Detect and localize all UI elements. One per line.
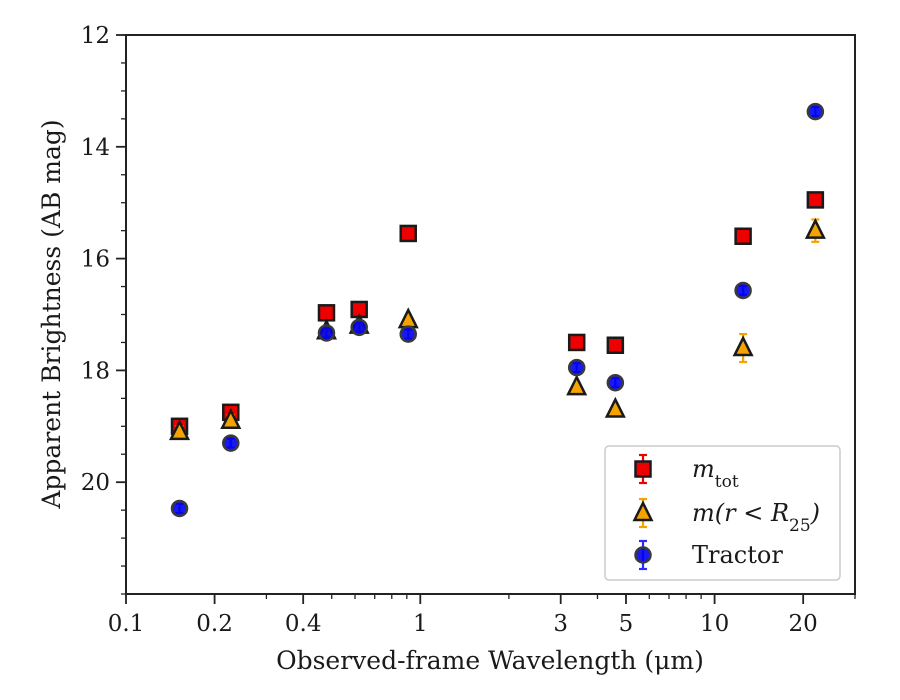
tractor-point (399, 325, 417, 343)
y-tick-label: 16 (81, 247, 110, 273)
y-axis-label: Apparent Brightness (AB mag) (37, 119, 66, 509)
series-tractor (170, 102, 825, 518)
x-tick-label: 3 (553, 611, 568, 637)
tractor-point (350, 318, 368, 337)
series-mtot (170, 191, 825, 436)
m-r25-point (804, 217, 826, 239)
legend-m-r25-marker (632, 500, 654, 522)
legend-label-m-r25: m(r < R25) (692, 499, 820, 536)
y-tick-label: 20 (81, 470, 110, 496)
x-tick-label: 20 (789, 611, 818, 637)
mtot-point (317, 304, 336, 322)
y-tick-label: 18 (81, 358, 110, 384)
data-markers (168, 102, 826, 518)
mtot-point (734, 227, 752, 245)
tractor-point (806, 102, 825, 121)
legend-tractor-marker (634, 546, 652, 564)
m-r25-point (220, 407, 242, 429)
tractor-point (317, 324, 336, 342)
x-tick-label: 0.4 (285, 611, 322, 637)
tractor-point (170, 499, 189, 518)
series-m-r25 (168, 217, 826, 441)
x-tick-label: 1 (413, 611, 428, 637)
tractor-point (734, 281, 752, 300)
mtot-point (567, 333, 586, 352)
x-tick-label: 5 (619, 611, 634, 637)
legend-mtot-marker (634, 460, 652, 478)
legend: mtot m(r < R25) Tractor (604, 445, 841, 581)
x-axis-label: Observed-frame Wavelength (μm) (276, 646, 704, 675)
m-r25-point (566, 374, 588, 396)
tractor-point (606, 373, 625, 392)
x-tick-label: 10 (700, 611, 729, 637)
m-r25-point (604, 396, 626, 418)
tractor-point (567, 358, 586, 377)
legend-label-mtot: mtot (692, 455, 739, 492)
y-tick-label: 12 (81, 23, 110, 49)
mtot-point (606, 336, 625, 354)
plot-frame (125, 34, 856, 595)
m-r25-point (732, 335, 754, 357)
tractor-point (222, 434, 240, 452)
y-tick-label: 14 (81, 135, 110, 161)
legend-frame (604, 445, 841, 581)
mtot-point (399, 224, 417, 243)
x-tick-label: 0.1 (108, 611, 145, 637)
mtot-point (806, 191, 825, 209)
m-r25-point (168, 419, 191, 441)
m-r25-point (397, 307, 419, 329)
legend-label-tractor: Tractor (692, 541, 783, 569)
tick-labels: 0.1 0.2 0.4 1 3 5 10 20 12 14 16 18 20 (81, 23, 818, 637)
x-tick-label: 0.2 (196, 611, 233, 637)
